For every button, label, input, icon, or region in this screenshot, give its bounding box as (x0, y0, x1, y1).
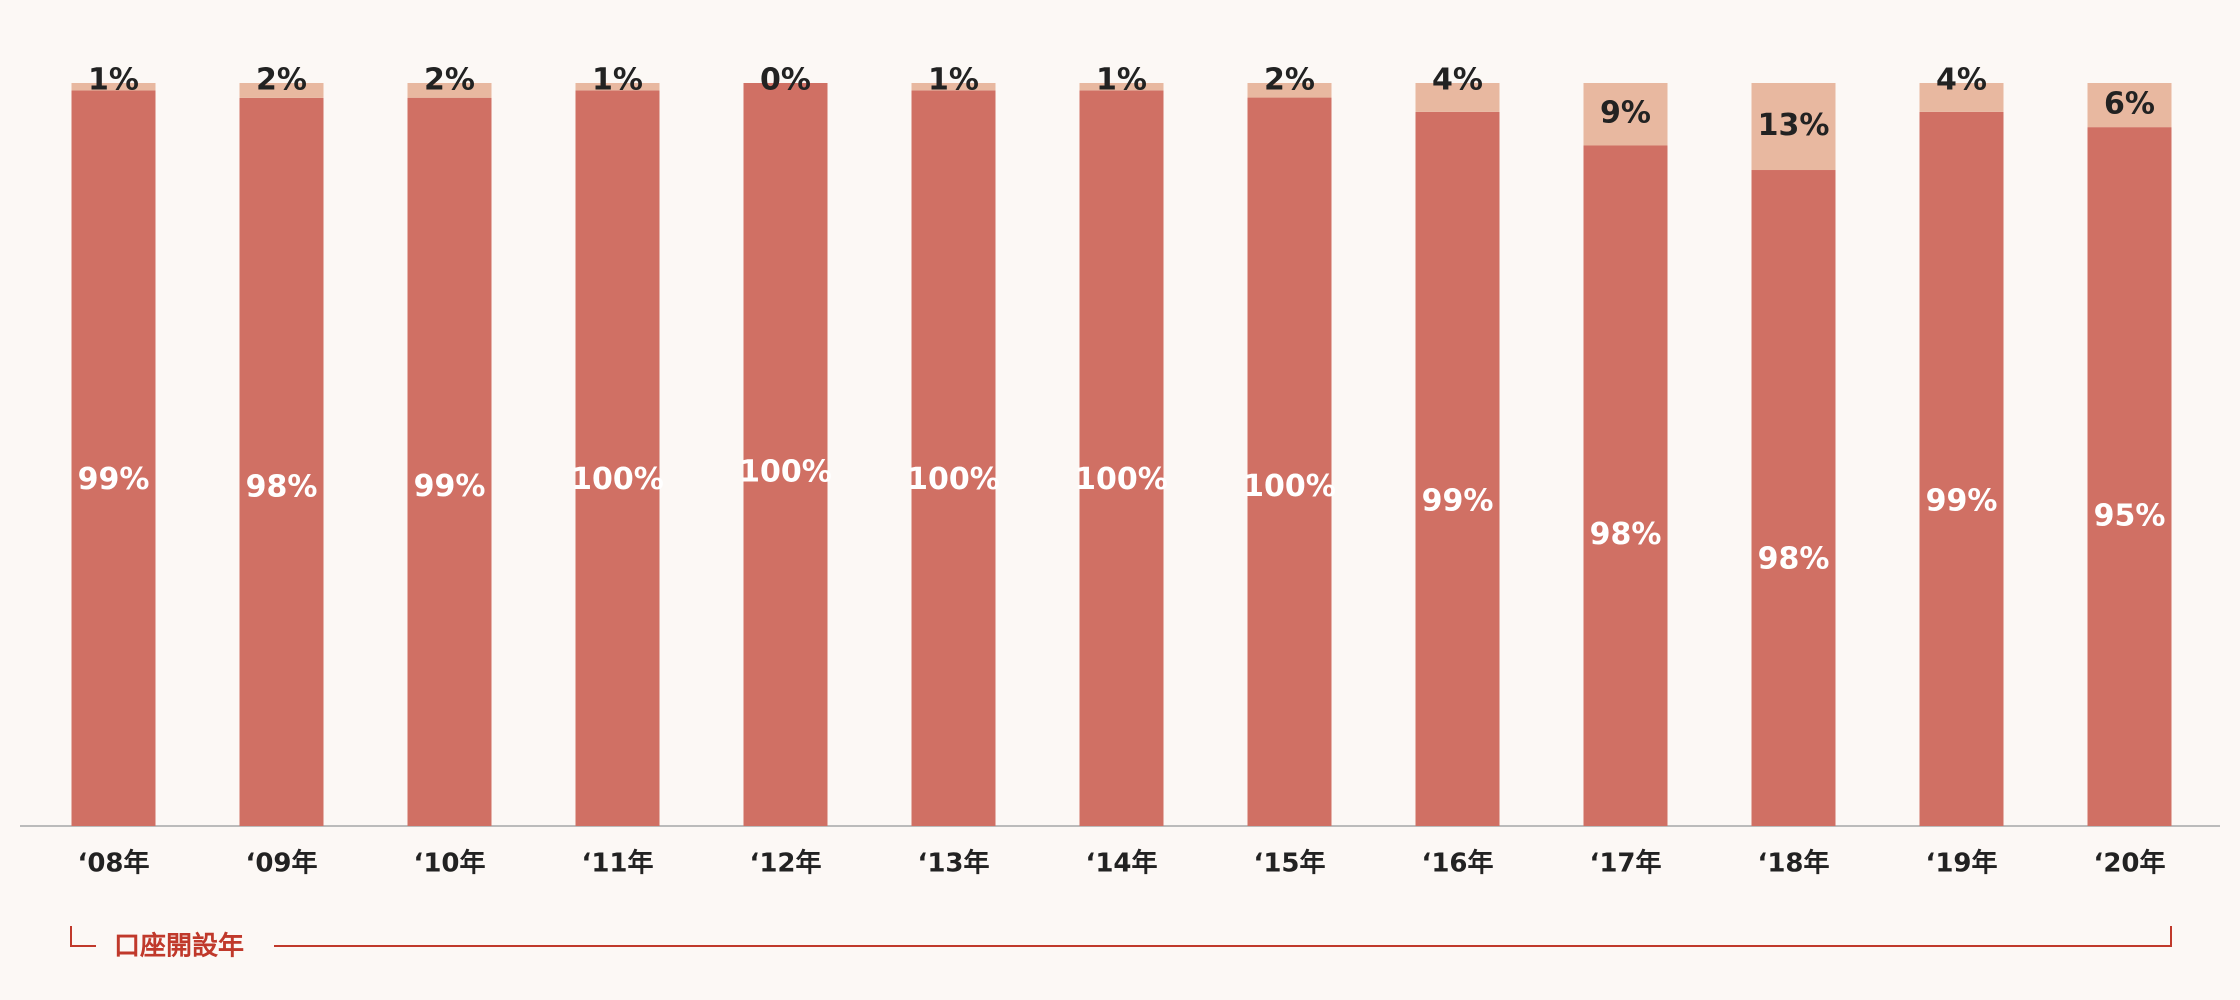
bar-segment (407, 97, 492, 826)
value-label: 13% (1758, 108, 1830, 143)
bar-segment (407, 83, 492, 98)
value-label: 1% (88, 63, 139, 98)
x-tick-label: ‘13年 (917, 848, 989, 879)
x-tick-label: ‘17年 (1589, 848, 1661, 879)
x-tick-label: ‘16年 (1421, 848, 1493, 879)
x-tick-label: ‘15年 (1253, 848, 1325, 879)
bar-segment (1919, 111, 2004, 826)
value-label: 100% (571, 462, 664, 497)
x-tick-label: ‘19年 (1925, 848, 1997, 879)
bar-segment (1751, 170, 1836, 827)
bar-segment (1919, 83, 2004, 112)
bar-segment (911, 83, 996, 91)
value-label: 100% (739, 455, 832, 490)
value-label: 100% (1075, 462, 1168, 497)
axis-bracket (70, 926, 2172, 947)
value-label: 1% (928, 63, 979, 98)
bar-segment (743, 83, 828, 826)
bar-segment (2087, 127, 2172, 826)
value-label: 4% (1432, 63, 1483, 98)
bar-segment (239, 83, 324, 98)
value-label: 95% (2094, 499, 2166, 534)
value-label: 99% (78, 462, 150, 497)
bar-segment (1415, 111, 1500, 826)
value-label: 100% (907, 462, 1000, 497)
bar-segment (911, 90, 996, 826)
bar-segment (1751, 83, 1836, 171)
x-tick-label: ‘11年 (581, 848, 653, 879)
x-tick-label: ‘12年 (749, 848, 821, 879)
x-tick-label: ‘08年 (77, 848, 149, 879)
value-label: 2% (1264, 63, 1315, 98)
value-label: 4% (1936, 63, 1987, 98)
x-tick-label: ‘18年 (1757, 848, 1829, 879)
bar-segment (575, 83, 660, 91)
value-label: 6% (2104, 87, 2155, 122)
bar-segment (71, 83, 156, 91)
x-tick-label: ‘09年 (245, 848, 317, 879)
bar-segment (1247, 83, 1332, 98)
bar-segment (1583, 145, 1668, 826)
value-label: 0% (760, 63, 811, 98)
x-tick-label: ‘14年 (1085, 848, 1157, 879)
bar-segment (71, 90, 156, 827)
value-label: 9% (1600, 96, 1651, 131)
bar-segment (1247, 97, 1332, 827)
value-label: 1% (1096, 63, 1147, 98)
x-tick-label: ‘20年 (2093, 848, 2165, 879)
bar-segment (1079, 83, 1164, 91)
value-label: 1% (592, 63, 643, 98)
x-axis-title: 口座開設年 (114, 931, 244, 962)
bar-segment (575, 90, 660, 826)
x-tick-label: ‘10年 (413, 848, 485, 879)
value-label: 98% (1590, 517, 1662, 552)
value-label: 98% (246, 469, 318, 504)
bar-segment (239, 97, 324, 827)
value-label: 2% (256, 63, 307, 98)
bar-segment (1079, 90, 1164, 826)
value-label: 100% (1243, 469, 1336, 504)
value-label: 99% (1422, 483, 1494, 518)
value-label: 2% (424, 63, 475, 98)
value-label: 98% (1758, 542, 1830, 577)
bar-segment (1415, 83, 1500, 112)
value-label: 99% (414, 469, 486, 504)
value-label: 99% (1926, 483, 1998, 518)
bar-segment (2087, 83, 2172, 128)
bar-segment (1583, 83, 1668, 146)
